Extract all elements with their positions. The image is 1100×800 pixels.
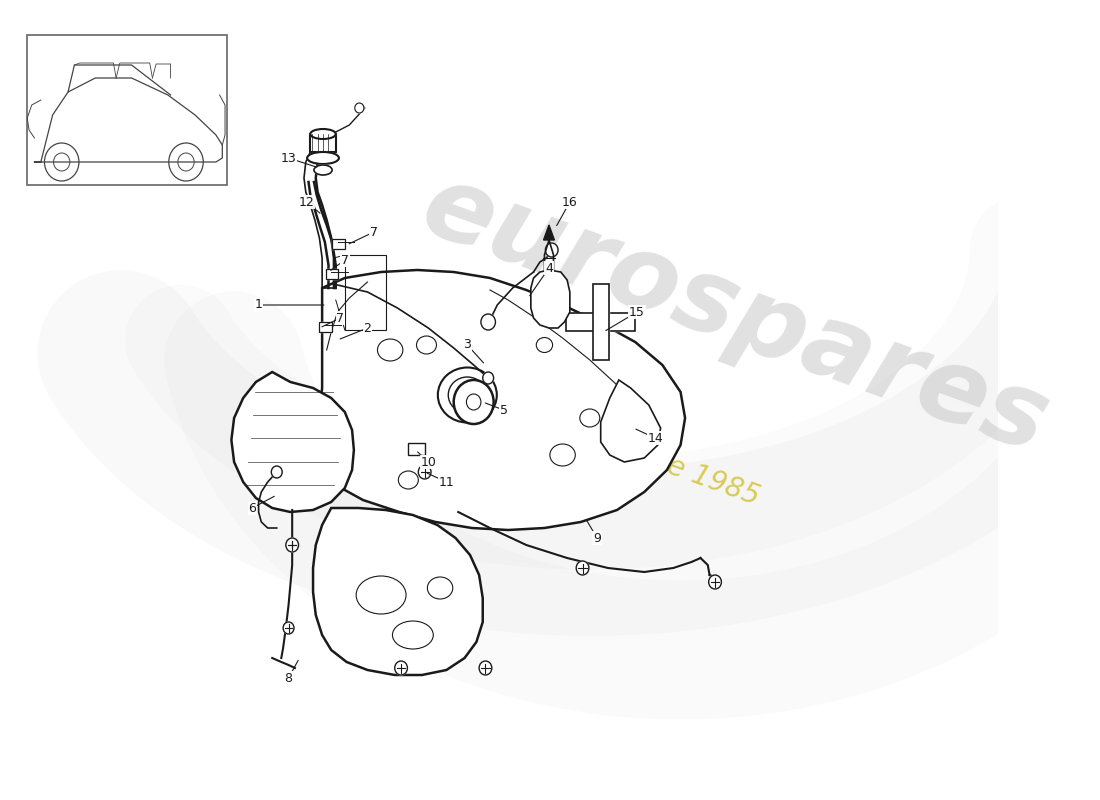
- Bar: [566, 313, 635, 331]
- Circle shape: [355, 103, 364, 113]
- Ellipse shape: [550, 444, 575, 466]
- Ellipse shape: [428, 577, 453, 599]
- Bar: [344, 255, 386, 330]
- Text: 9: 9: [593, 531, 601, 545]
- Text: 2: 2: [364, 322, 372, 334]
- Circle shape: [576, 561, 588, 575]
- Circle shape: [546, 243, 558, 257]
- Text: 3: 3: [463, 338, 471, 351]
- Bar: [326, 269, 339, 279]
- Ellipse shape: [398, 471, 418, 489]
- Ellipse shape: [377, 339, 403, 361]
- Bar: [319, 322, 332, 332]
- Circle shape: [272, 466, 283, 478]
- Bar: [319, 322, 332, 332]
- Text: 11: 11: [439, 475, 454, 489]
- Circle shape: [480, 661, 492, 675]
- Text: 10: 10: [420, 455, 437, 469]
- Circle shape: [483, 372, 494, 384]
- Ellipse shape: [393, 621, 433, 649]
- Bar: [326, 269, 339, 279]
- Circle shape: [453, 380, 494, 424]
- Text: 8: 8: [285, 671, 293, 685]
- Text: 12: 12: [299, 195, 315, 209]
- Polygon shape: [318, 270, 685, 530]
- Ellipse shape: [310, 129, 336, 139]
- Polygon shape: [543, 225, 554, 240]
- Polygon shape: [314, 508, 483, 675]
- Circle shape: [708, 575, 722, 589]
- Text: 1: 1: [255, 298, 263, 311]
- Text: 4: 4: [544, 262, 553, 274]
- Circle shape: [283, 622, 294, 634]
- Circle shape: [286, 538, 298, 552]
- Ellipse shape: [307, 152, 339, 164]
- Bar: [593, 284, 609, 360]
- Ellipse shape: [417, 336, 437, 354]
- Bar: [566, 313, 635, 331]
- Text: 5: 5: [499, 403, 507, 417]
- Circle shape: [466, 394, 481, 410]
- Bar: [332, 239, 344, 249]
- Text: 7: 7: [337, 311, 344, 325]
- Polygon shape: [34, 78, 222, 162]
- Polygon shape: [531, 270, 570, 328]
- Polygon shape: [231, 372, 354, 512]
- Ellipse shape: [537, 338, 552, 353]
- Text: 13: 13: [280, 151, 296, 165]
- Text: 16: 16: [562, 195, 578, 209]
- Text: eurospares: eurospares: [408, 155, 1062, 475]
- Polygon shape: [601, 380, 661, 462]
- Ellipse shape: [314, 165, 332, 175]
- Ellipse shape: [438, 367, 497, 422]
- Text: 15: 15: [629, 306, 645, 318]
- Text: 6: 6: [249, 502, 256, 514]
- Ellipse shape: [449, 377, 486, 413]
- Bar: [408, 443, 425, 455]
- Ellipse shape: [356, 576, 406, 614]
- Bar: [310, 134, 336, 152]
- Bar: [593, 284, 609, 360]
- Ellipse shape: [580, 409, 600, 427]
- Circle shape: [418, 465, 431, 479]
- Text: 7: 7: [370, 226, 377, 238]
- Bar: [408, 443, 425, 455]
- Bar: [28, 35, 227, 185]
- Circle shape: [395, 661, 407, 675]
- Bar: [332, 239, 344, 249]
- Circle shape: [287, 539, 298, 551]
- Text: a parts source since 1985: a parts source since 1985: [416, 362, 763, 511]
- Text: 14: 14: [647, 431, 663, 445]
- Bar: [310, 134, 336, 152]
- Circle shape: [481, 314, 495, 330]
- Text: 7: 7: [341, 254, 349, 266]
